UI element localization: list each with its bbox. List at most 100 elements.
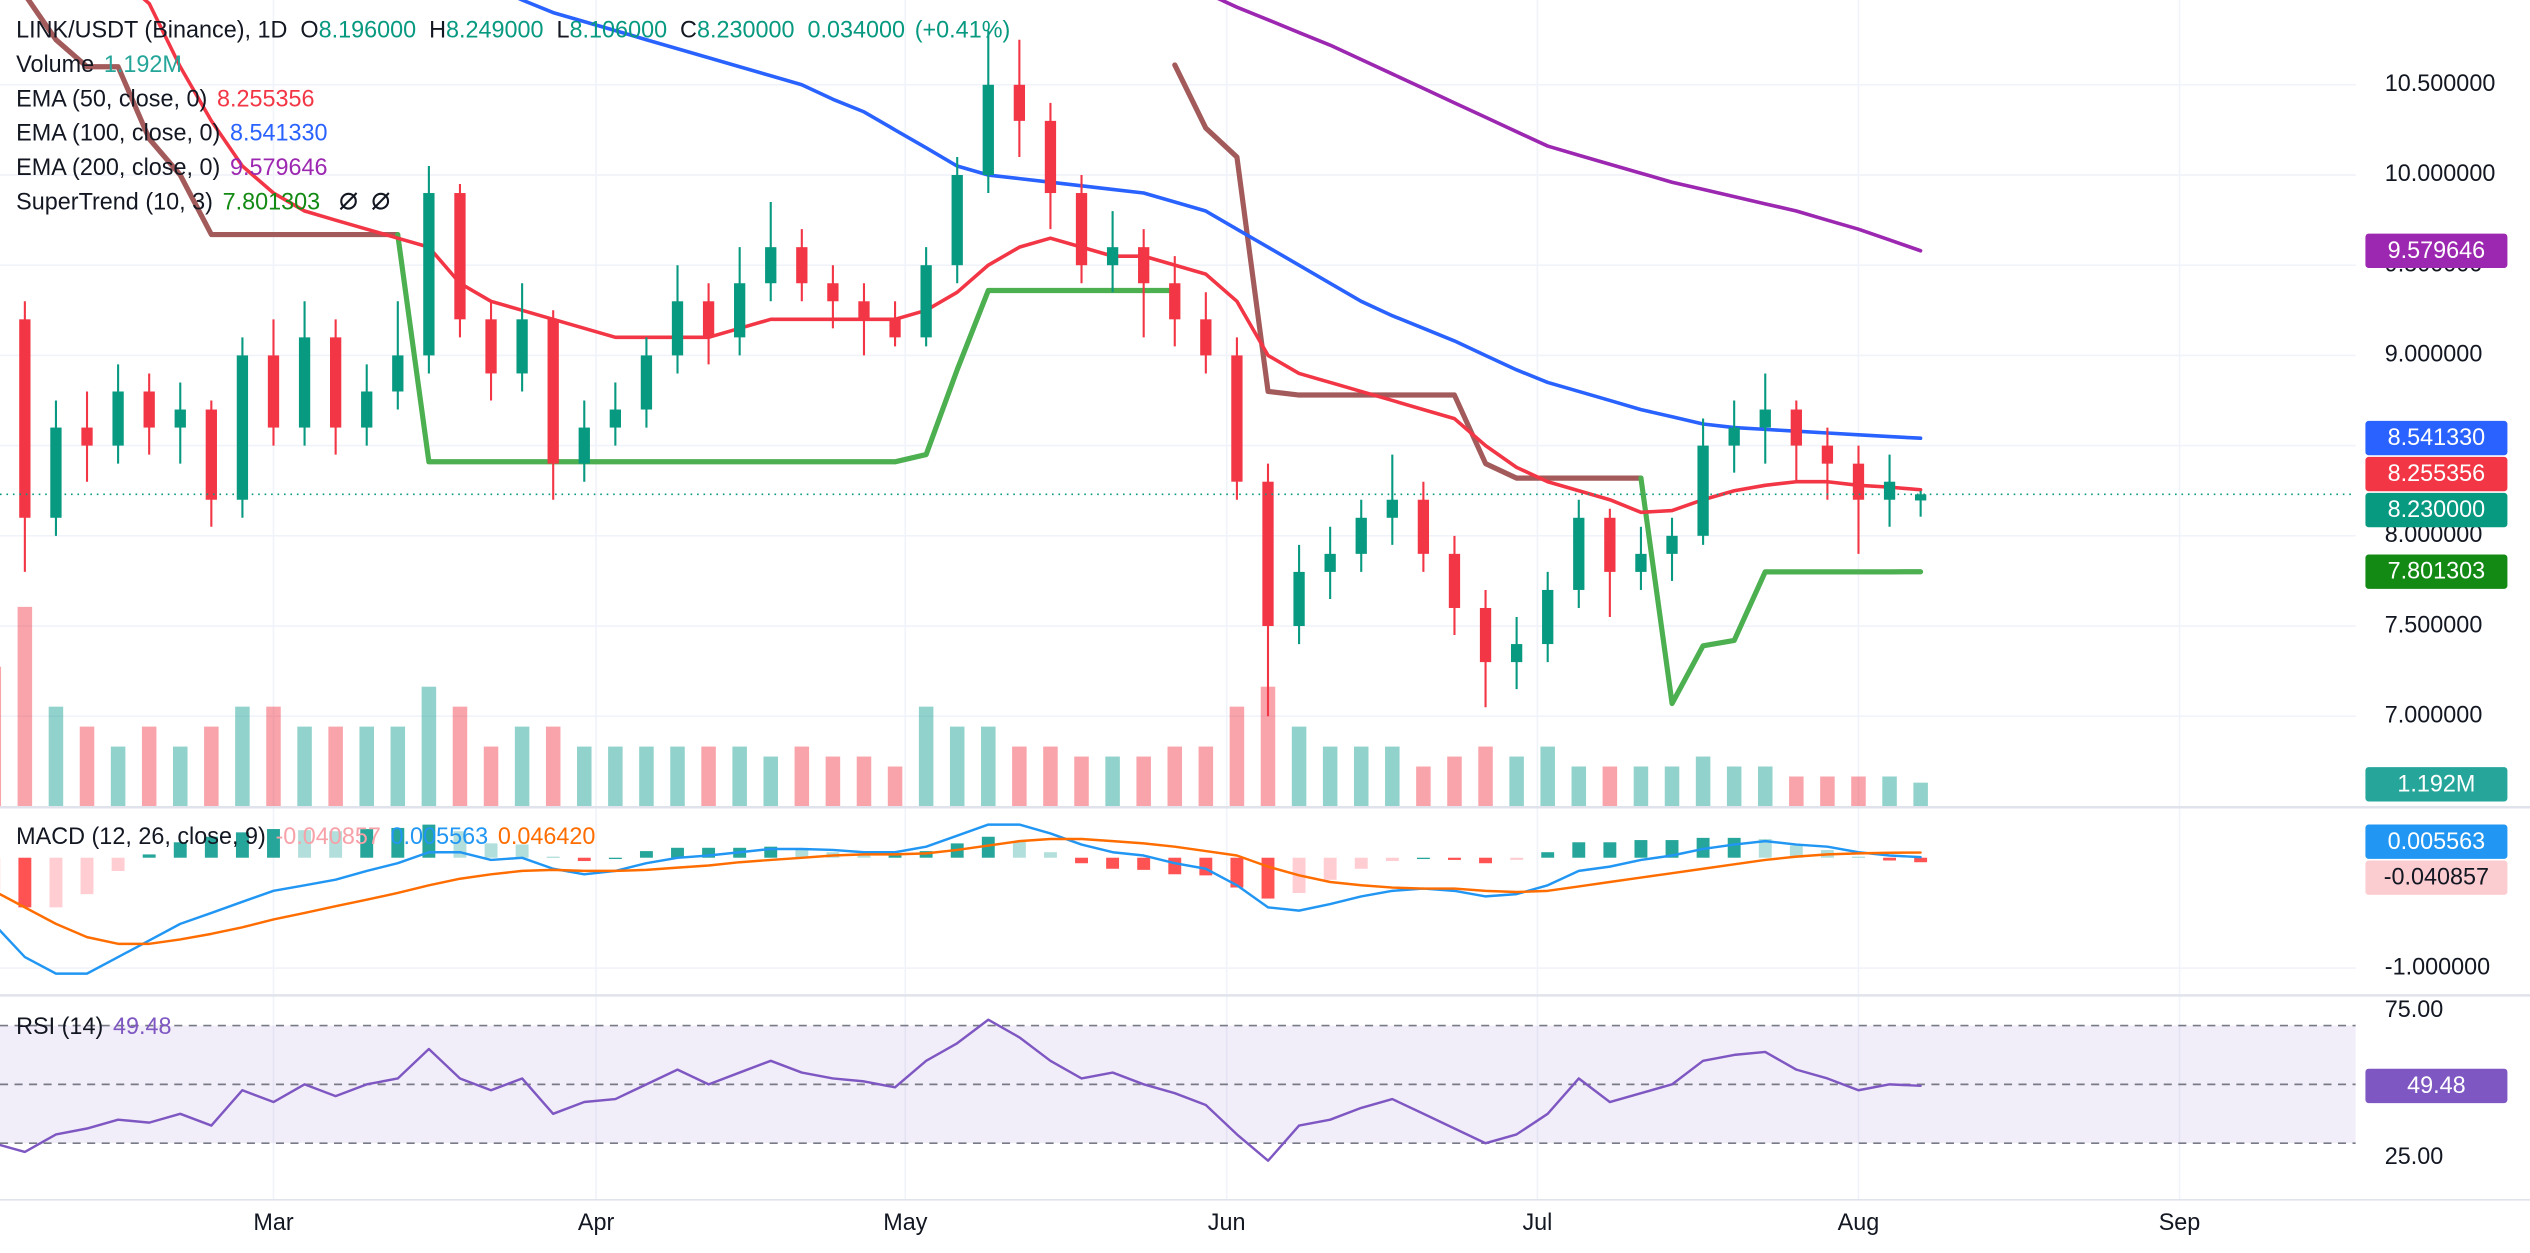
macd-histogram-bar (577, 857, 591, 862)
candle-body (951, 174, 963, 266)
volume-bar (1074, 756, 1089, 807)
candle-body (1386, 499, 1398, 518)
volume-bar (577, 746, 592, 807)
macd-histogram-bar (671, 847, 684, 858)
candle-body (1231, 355, 1243, 482)
volume-bar (1105, 756, 1120, 807)
visibility-icons[interactable] (340, 191, 401, 211)
candle-body (1510, 644, 1523, 663)
price-badge (2365, 767, 2508, 802)
ohlc-key: C (680, 17, 697, 45)
volume-bar (1540, 746, 1555, 807)
macd-histogram-bar (80, 857, 94, 895)
price-badge-label: 8.541330 (2388, 424, 2486, 450)
volume-bar (204, 726, 219, 807)
macd-histogram-bar (1510, 857, 1524, 860)
ohlc-value: 8.249000 (445, 17, 544, 45)
volume-bar (1291, 726, 1307, 807)
macd-histogram-bar (639, 851, 653, 858)
volume-bar (701, 746, 716, 807)
x-tick-label: Mar (253, 1209, 293, 1235)
volume-bar (1167, 746, 1183, 807)
volume-bar (949, 726, 965, 807)
volume-bar (981, 726, 996, 807)
candle-body (982, 84, 994, 175)
legend-value: 8.541330 (229, 121, 328, 148)
candle-body (485, 319, 497, 374)
volume-bar (514, 726, 530, 807)
volume-bar (390, 726, 406, 807)
price-badge (2365, 824, 2508, 859)
x-tick-label: Sep (2159, 1209, 2201, 1235)
volume-bar (670, 746, 685, 807)
candle-body (1355, 517, 1367, 554)
candle-body (1479, 607, 1492, 663)
price-badge-label: -0.040857 (2384, 864, 2489, 890)
candle-body (1138, 247, 1150, 284)
price-badge-label: 8.230000 (2388, 496, 2486, 522)
ohlc-key: L (556, 17, 570, 45)
candle-body (1697, 445, 1709, 536)
volume-bar (1447, 756, 1462, 807)
macd-line (0, 837, 1922, 946)
volume-bar (235, 706, 250, 807)
badges: 9.579646 8.541330 8.255356 8.230000 7.801303… (2365, 233, 2508, 1104)
candle-body (1635, 553, 1647, 572)
candle-body (1759, 409, 1771, 428)
macd-histogram-bar (1665, 840, 1679, 858)
legend-value: 9.579646 (229, 155, 328, 182)
volume-bar (172, 746, 188, 807)
change-pct: (+0.41%) (914, 17, 1011, 45)
candle-body (547, 319, 559, 464)
volume-bar (1757, 766, 1773, 807)
candle-body (361, 391, 373, 428)
macd-histogram-bar (546, 856, 560, 858)
volume-bar (1260, 686, 1276, 807)
price-pane (0, 0, 2356, 807)
rsi-pane (0, 1018, 2356, 1162)
macd-histogram-bar (18, 857, 32, 908)
supertrend-up (395, 231, 1924, 707)
volume-bar (266, 706, 281, 807)
volume-bar (1385, 746, 1400, 807)
candle-body (1542, 589, 1554, 645)
candle-body (1417, 499, 1430, 554)
volume-bar (328, 726, 343, 807)
volume-bar (297, 726, 312, 807)
volume-bar (732, 746, 747, 807)
macd-histogram-bar (1043, 852, 1057, 858)
volume-bar (141, 726, 157, 807)
legend-name: MACD (12, 26, close, 9) (16, 824, 266, 851)
volume-bar (1416, 766, 1431, 807)
candle-body (1790, 409, 1802, 446)
candle-body (1604, 517, 1616, 572)
candle-body (1728, 427, 1740, 446)
macd-histogram-bar (111, 857, 125, 871)
candle-body (1013, 84, 1026, 121)
x-tick-label: Apr (578, 1209, 615, 1235)
rsi-legend: RSI (14) 49.48 (16, 1011, 171, 1045)
x-tick-label: Aug (1838, 1209, 1880, 1235)
y-tick-label: 75.00 (2385, 996, 2444, 1022)
ohlc-value: 8.230000 (696, 17, 795, 45)
legend-name: Volume (16, 52, 95, 79)
volume-bar (1571, 766, 1587, 807)
candle-body (205, 409, 217, 500)
price-badge-label: 8.255356 (2388, 460, 2486, 486)
supertrend-down (25, 0, 1644, 481)
price-badge-label: 9.579646 (2388, 237, 2486, 263)
ema-line (1217, 0, 1923, 253)
macd-histogram-bar (1230, 857, 1244, 888)
macd-histogram-bar (1603, 842, 1617, 858)
price-badge (2365, 233, 2508, 269)
legend-value: 7.801303 (222, 189, 321, 216)
macd-histogram-bar (702, 847, 716, 858)
candle-body (298, 337, 311, 428)
legend-name: EMA (50, close, 0) (16, 86, 208, 113)
volume-bar (1353, 746, 1369, 807)
legend-value: 1.192M (103, 52, 182, 79)
macd-histogram-bar (329, 831, 343, 858)
macd-histogram-bar (1012, 841, 1026, 858)
macd-line (0, 823, 1922, 975)
x-tick-label: Jun (1208, 1209, 1246, 1235)
